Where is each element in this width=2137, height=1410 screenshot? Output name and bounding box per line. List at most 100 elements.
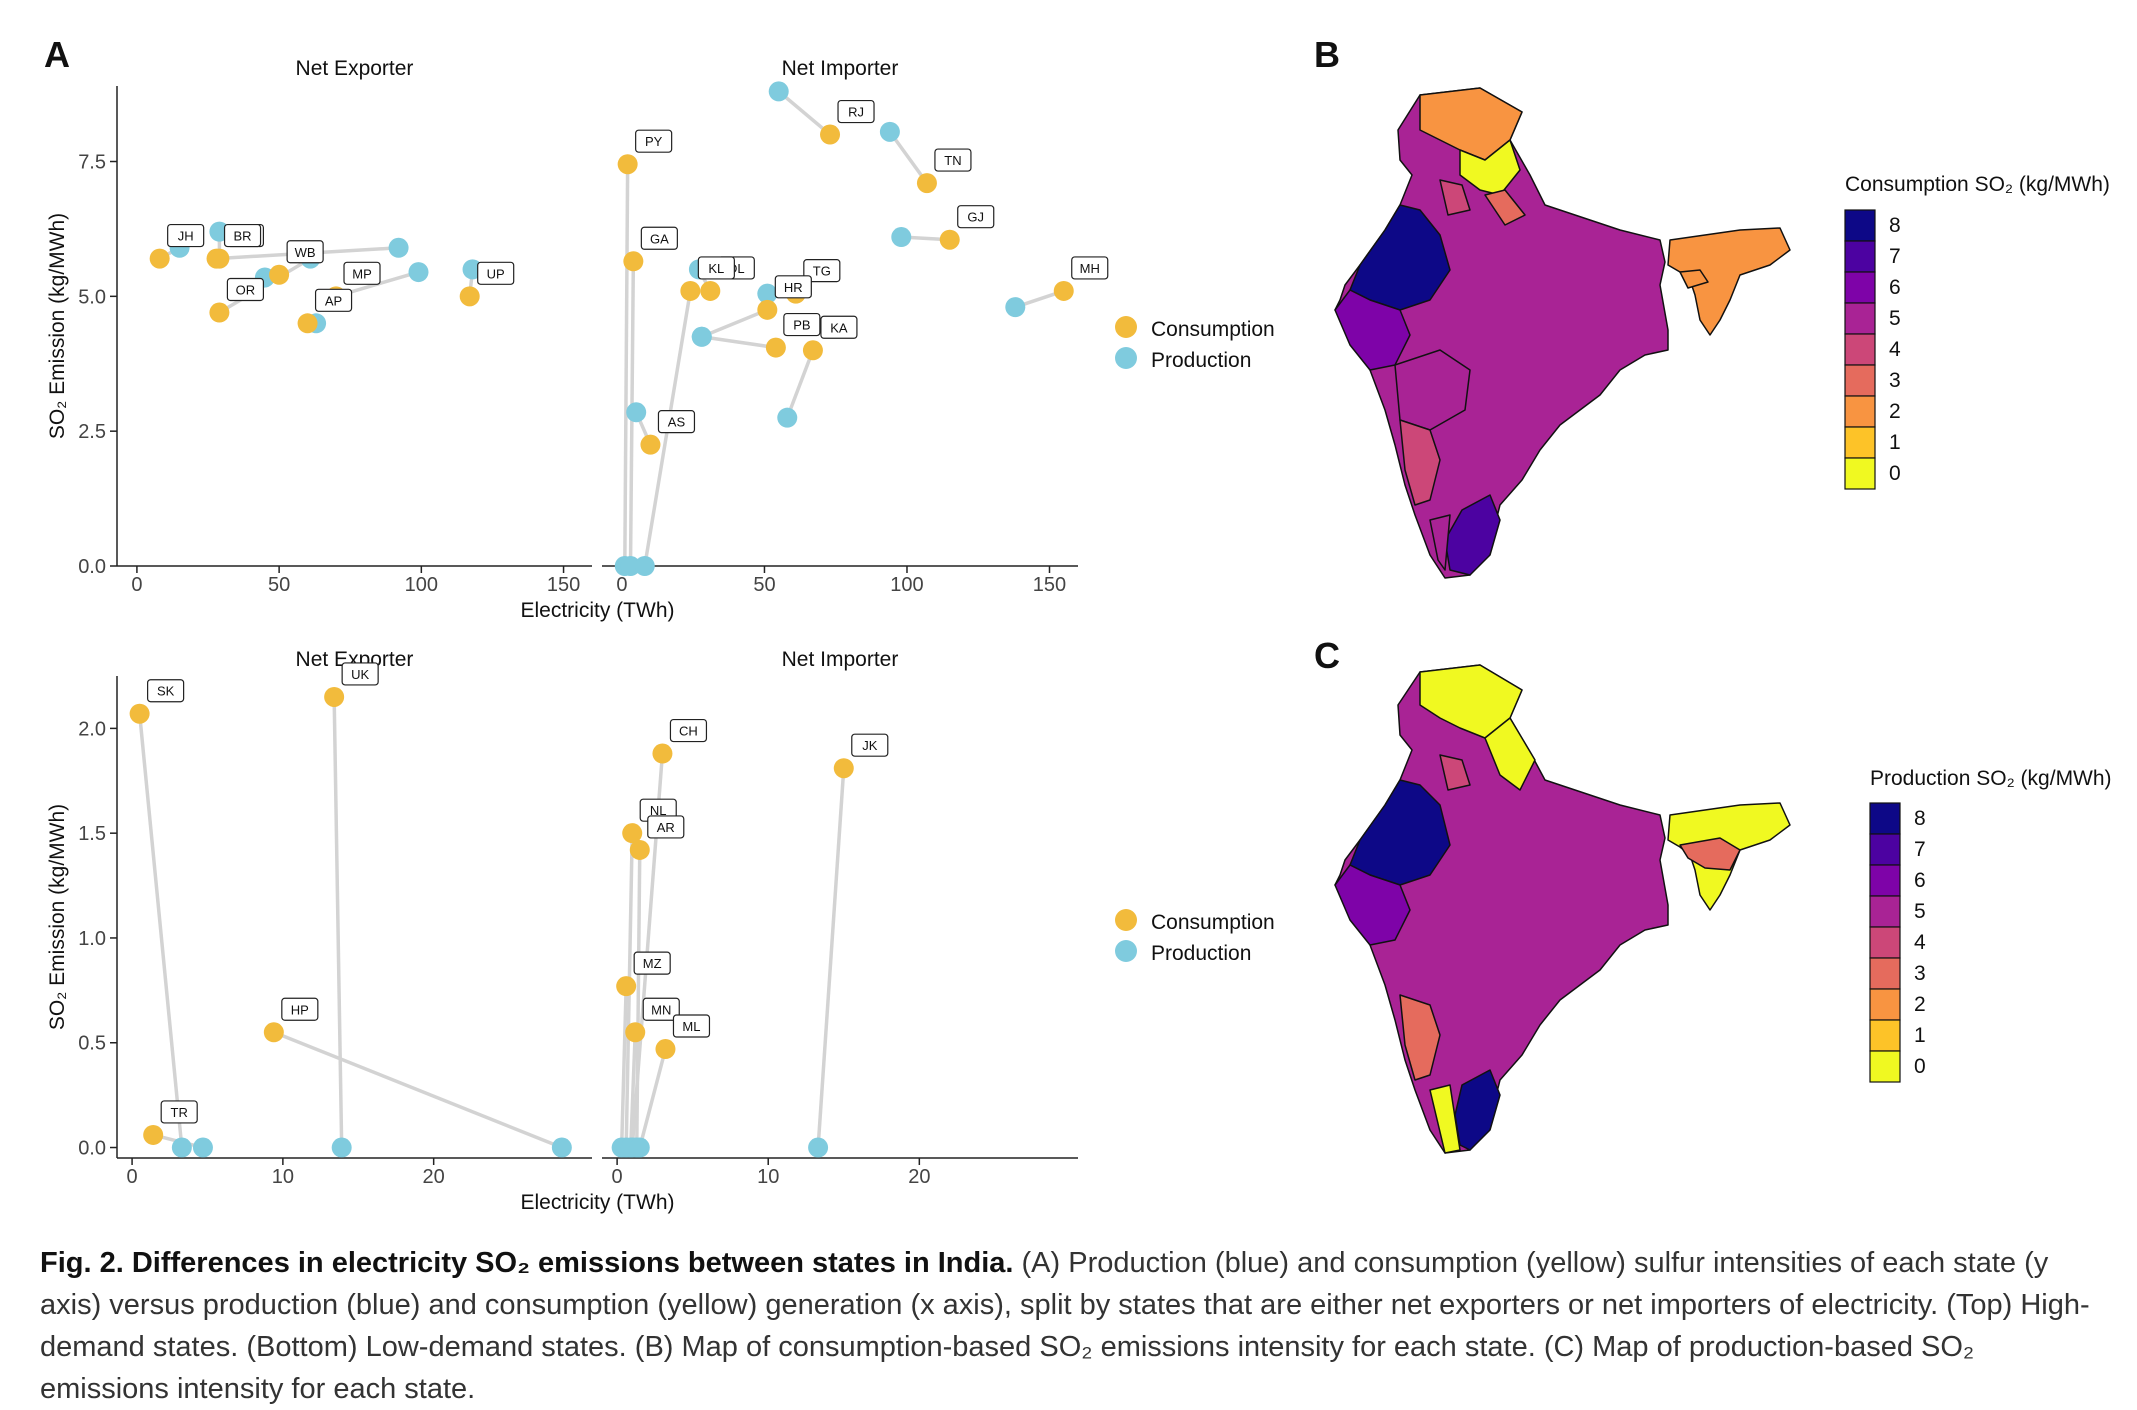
point-consumption-SK <box>129 703 150 724</box>
legend-swatch-6 <box>1844 271 1876 304</box>
map-b-hp <box>1439 179 1471 216</box>
y-tick-label: 1.0 <box>78 928 106 950</box>
map-c-ka <box>1399 994 1441 1081</box>
label-box-AR <box>647 815 685 839</box>
link-UK <box>332 696 344 1148</box>
label-box-UK <box>341 662 379 686</box>
y-tick-label: 1.5 <box>78 823 106 845</box>
y-axis-label: SO₂ Emission (kg/MWh) <box>46 213 69 439</box>
label-box-CH <box>669 718 708 743</box>
state-label-TN: TN <box>944 153 961 168</box>
label-box-PY <box>635 129 673 153</box>
state-label-AR: AR <box>657 820 675 835</box>
legend-swatch-0 <box>1844 457 1876 490</box>
point-consumption-HP <box>263 1022 284 1043</box>
y-tick-label: 7.5 <box>78 152 106 174</box>
state-label-PY: PY <box>645 134 663 149</box>
link-PB <box>701 335 777 350</box>
legend-value-7: 7 <box>1889 245 1901 268</box>
legend-swatch-2 <box>1844 395 1876 428</box>
point-production-AS <box>626 402 647 423</box>
label-box-JH <box>167 223 205 248</box>
state-label-MH: MH <box>1080 261 1100 276</box>
label-box-OR <box>226 277 264 302</box>
link-JK <box>816 768 846 1148</box>
link-HR <box>701 308 768 339</box>
legend-swatch-8 <box>1869 802 1901 835</box>
map-c-tn <box>1454 1069 1501 1151</box>
caption-figno: Fig. 2. <box>40 1247 124 1279</box>
label-box-HP <box>281 997 319 1021</box>
legend-value-7: 7 <box>1914 838 1926 861</box>
point-consumption-PB <box>765 337 786 358</box>
scatter-legend-top: Consumption Production <box>1115 316 1275 372</box>
state-label-PB: PB <box>793 318 810 333</box>
facet-net-importer: Net Importer 0 10 20 CH NL AR MZ MN ML JK <box>602 648 1078 1188</box>
x-tick-label: 20 <box>908 1166 930 1188</box>
y-tick-label: 5.0 <box>78 286 106 308</box>
legend-c-title: Production SO₂ (kg/MWh) <box>1870 767 2112 790</box>
map-production <box>1334 664 1791 1154</box>
x-tick-label: 20 <box>423 1166 445 1188</box>
point-consumption-AR <box>629 839 650 860</box>
state-label-UP: UP <box>487 266 505 281</box>
x-tick-label: 50 <box>268 574 290 596</box>
state-label-KA: KA <box>830 320 848 335</box>
legend-value-2: 2 <box>1889 400 1901 423</box>
legend-swatch-4 <box>1844 333 1876 366</box>
legend-production-swatch <box>1115 347 1137 369</box>
point-consumption-UP <box>459 286 480 307</box>
legend-swatch-7 <box>1869 833 1901 866</box>
point-consumption-TN <box>916 173 937 194</box>
scatter-high-demand: 0.0 2.5 5.0 7.5 SO₂ Emission (kg/MWh) Electri… <box>46 57 1109 622</box>
state-label-JH: JH <box>178 229 194 244</box>
point-consumption-MH <box>1053 280 1074 301</box>
link-MN <box>628 1032 637 1148</box>
legend-value-1: 1 <box>1889 431 1901 454</box>
state-label-GJ: GJ <box>967 210 984 225</box>
y-axis-label: SO₂ Emission (kg/MWh) <box>46 804 69 1030</box>
legend-swatch-6 <box>1869 864 1901 897</box>
point-consumption-BR <box>206 248 227 269</box>
legend-consumption-swatch <box>1115 909 1137 931</box>
link-RJ <box>777 90 832 136</box>
map-b-dl <box>1484 189 1526 226</box>
link-MZ <box>619 986 628 1148</box>
legend-swatch-2 <box>1869 988 1901 1021</box>
legend-value-3: 3 <box>1914 962 1926 985</box>
map-b-kl <box>1429 514 1451 571</box>
legend-swatch-7 <box>1844 240 1876 273</box>
point-consumption-AS <box>640 434 661 455</box>
map-b-uk <box>1459 139 1521 196</box>
legend-swatch-5 <box>1844 302 1876 335</box>
legend-swatch-0 <box>1869 1050 1901 1083</box>
state-label-WB: WB <box>295 245 316 260</box>
y-tick-label: 2.5 <box>78 421 106 443</box>
map-c-legend: Production SO₂ (kg/MWh) 8 7 6 5 4 3 2 1 0 <box>1869 767 2112 1083</box>
point-consumption-GA <box>623 251 644 272</box>
point-production-MP <box>408 262 429 283</box>
panel-letter-b: B <box>1314 34 1340 75</box>
legend-consumption-label: Consumption <box>1151 911 1275 934</box>
label-box-ML <box>672 1014 711 1038</box>
legend-consumption-swatch <box>1115 316 1137 338</box>
x-tick-label: 0 <box>612 1166 623 1188</box>
state-label-MN: MN <box>651 1002 671 1017</box>
point-production-RJ <box>768 81 789 102</box>
scatter-low-demand: 0.0 0.5 1.0 1.5 2.0 SO₂ Emission (kg/MWh) Elec… <box>46 648 1078 1214</box>
point-consumption-TR <box>143 1124 164 1145</box>
point-consumption-GJ <box>939 229 960 250</box>
y-tick-label: 0.5 <box>78 1033 106 1055</box>
legend-production-label: Production <box>1151 349 1251 372</box>
point-consumption-MN <box>625 1022 646 1043</box>
point-production-BR <box>388 237 409 258</box>
state-label-OR: OR <box>236 283 256 298</box>
point-consumption-NL <box>622 823 643 844</box>
map-c-uk <box>1484 717 1536 791</box>
figure: A B C 0.0 2.5 5.0 7.5 SO₂ Emission (kg/MWh) E… <box>44 34 2112 1214</box>
state-label-AS: AS <box>668 415 686 430</box>
point-production-SK <box>171 1137 192 1158</box>
label-box-MP <box>343 261 381 285</box>
point-consumption-WB <box>269 264 290 285</box>
legend-value-5: 5 <box>1914 900 1926 923</box>
